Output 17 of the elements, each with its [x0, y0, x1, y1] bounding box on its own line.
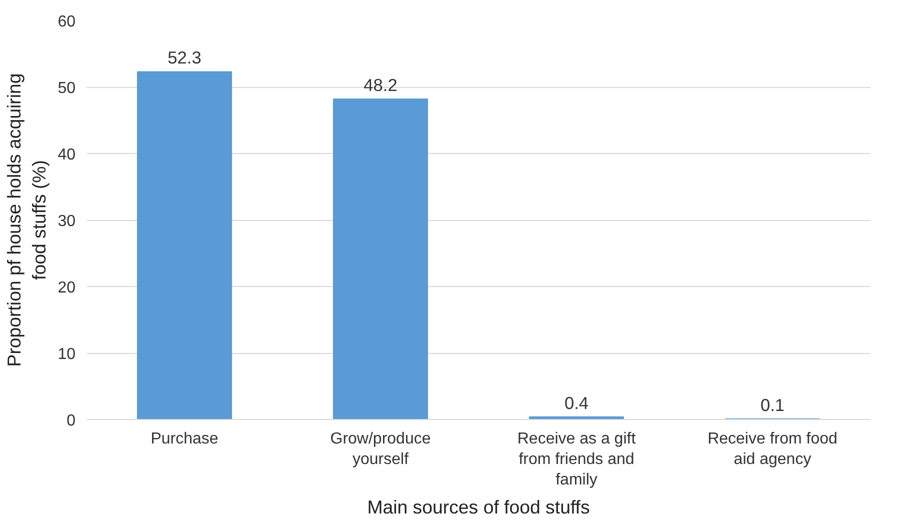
x-tick-label: Receive from food aid agency	[708, 430, 838, 468]
y-axis-title: Proportion pf house holds acquiring food stuffs (%)	[4, 73, 50, 367]
data-label: 0.1	[760, 394, 785, 415]
data-label: 0.4	[564, 392, 589, 413]
x-tick-label: Grow/produce yourself	[330, 430, 431, 468]
y-tick-label: 60	[58, 14, 76, 30]
x-tick-label: Purchase	[150, 430, 218, 448]
data-label: 52.3	[168, 48, 202, 68]
y-tick-label: 30	[58, 213, 76, 230]
y-tick-label: 50	[58, 80, 76, 97]
x-tick-label: Receive as a gift from friends and family	[517, 430, 636, 488]
y-tick-label: 20	[58, 280, 76, 296]
y-tick-label: 40	[58, 146, 76, 164]
x-axis-title: Main sources of food stuffs	[367, 496, 590, 518]
data-label: 48.2	[364, 74, 398, 95]
y-tick-label: 0	[66, 412, 76, 430]
y-tick-label: 10	[58, 346, 76, 363]
